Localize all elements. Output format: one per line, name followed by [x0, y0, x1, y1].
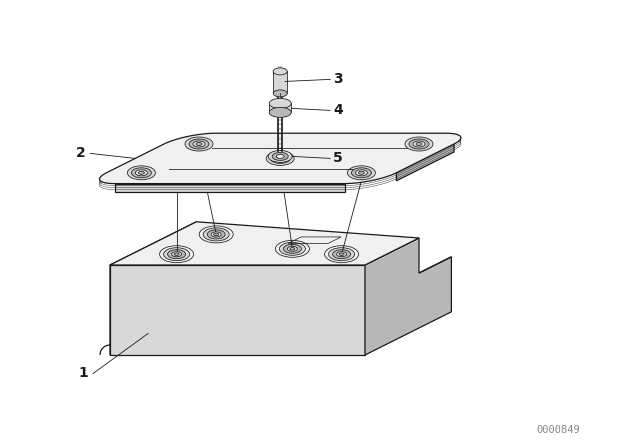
Polygon shape	[110, 222, 196, 355]
Text: 0000849: 0000849	[536, 425, 580, 435]
Ellipse shape	[273, 68, 287, 75]
Ellipse shape	[270, 153, 290, 164]
Ellipse shape	[416, 142, 422, 146]
Ellipse shape	[159, 246, 193, 263]
Ellipse shape	[127, 166, 156, 180]
Ellipse shape	[189, 139, 209, 149]
Ellipse shape	[280, 242, 305, 255]
Ellipse shape	[131, 168, 152, 178]
Ellipse shape	[351, 168, 371, 178]
Ellipse shape	[409, 139, 429, 149]
Text: 5: 5	[333, 151, 343, 165]
Ellipse shape	[136, 170, 147, 176]
Ellipse shape	[275, 240, 309, 257]
Ellipse shape	[276, 155, 284, 159]
Ellipse shape	[185, 137, 213, 151]
Ellipse shape	[272, 152, 288, 160]
Ellipse shape	[348, 166, 376, 180]
Ellipse shape	[277, 157, 283, 160]
Ellipse shape	[172, 252, 182, 257]
Ellipse shape	[337, 252, 347, 257]
Ellipse shape	[324, 246, 358, 263]
Ellipse shape	[333, 250, 351, 258]
Text: 1: 1	[79, 366, 88, 380]
Ellipse shape	[268, 151, 292, 162]
Ellipse shape	[290, 248, 295, 250]
Ellipse shape	[138, 171, 145, 174]
Ellipse shape	[266, 151, 294, 165]
Text: 2: 2	[76, 146, 85, 160]
Ellipse shape	[355, 170, 367, 176]
Ellipse shape	[273, 90, 287, 97]
Ellipse shape	[274, 155, 286, 161]
Ellipse shape	[204, 228, 229, 241]
Ellipse shape	[269, 108, 291, 117]
Text: 4: 4	[333, 103, 343, 117]
Ellipse shape	[413, 141, 425, 147]
Polygon shape	[273, 71, 287, 93]
Polygon shape	[110, 222, 419, 265]
Ellipse shape	[284, 244, 301, 253]
Ellipse shape	[211, 232, 221, 237]
Ellipse shape	[269, 99, 291, 108]
Ellipse shape	[199, 226, 233, 243]
Ellipse shape	[174, 253, 179, 255]
Ellipse shape	[164, 248, 189, 261]
Polygon shape	[269, 103, 291, 112]
Text: 3: 3	[333, 73, 343, 86]
Ellipse shape	[214, 233, 219, 236]
Polygon shape	[99, 133, 461, 184]
Ellipse shape	[358, 171, 364, 174]
Polygon shape	[396, 144, 454, 181]
Polygon shape	[365, 238, 451, 355]
Polygon shape	[115, 184, 345, 192]
Ellipse shape	[339, 253, 344, 255]
Ellipse shape	[168, 250, 186, 258]
Ellipse shape	[287, 246, 298, 251]
Ellipse shape	[328, 248, 355, 261]
Ellipse shape	[405, 137, 433, 151]
Ellipse shape	[196, 142, 202, 146]
Polygon shape	[110, 265, 365, 355]
Ellipse shape	[193, 141, 205, 147]
Polygon shape	[419, 257, 451, 273]
Ellipse shape	[207, 230, 225, 239]
